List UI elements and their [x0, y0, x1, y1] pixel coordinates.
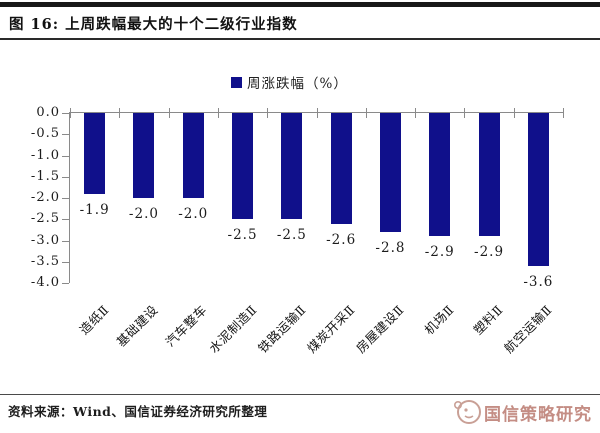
bar: [330, 113, 352, 224]
y-tick-label: -3.0: [30, 232, 60, 248]
bar-value-label: -2.8: [375, 240, 406, 256]
y-tick-label: -4.0: [30, 275, 60, 290]
bar: [84, 113, 106, 194]
category-label: 机场Ⅱ: [421, 302, 457, 338]
y-axis-tick: [62, 155, 69, 157]
y-axis-tick: [62, 176, 69, 178]
x-axis-tick: [70, 108, 71, 118]
category-label: 水泥制造Ⅱ: [205, 302, 260, 356]
category-label: 基础建设: [113, 302, 161, 350]
watermark-logo-icon: [454, 400, 481, 424]
y-tick-label: -3.5: [30, 253, 60, 269]
x-axis-tick: [563, 108, 564, 118]
x-axis-tick: [316, 108, 318, 118]
y-axis-tick: [62, 113, 69, 114]
top-border: [0, 2, 600, 7]
bar-value-label: -2.0: [128, 206, 159, 222]
title-divider: [0, 38, 600, 40]
y-tick-label: -2.5: [30, 211, 60, 227]
bar: [478, 113, 500, 237]
y-tick-label: -2.0: [30, 190, 60, 205]
bar: [232, 113, 254, 220]
bar: [527, 113, 549, 266]
x-axis-tick: [119, 108, 121, 118]
x-axis-tick: [415, 108, 417, 118]
category-label: 造纸Ⅱ: [76, 302, 112, 338]
bar-value-label: -2.5: [276, 227, 307, 244]
bar-value-label: -1.9: [79, 201, 110, 218]
bar: [182, 113, 204, 198]
y-axis-line: [69, 113, 70, 283]
y-tick-label: -1.0: [30, 147, 60, 163]
figure-title: 图 16: 上周跌幅最大的十个二级行业指数: [9, 16, 298, 33]
y-axis-tick: [62, 283, 69, 284]
category-label: 煤炭开采Ⅱ: [304, 302, 358, 356]
x-axis-tick: [267, 108, 269, 118]
y-axis-tick: [62, 134, 69, 136]
y-axis-tick: [62, 198, 69, 199]
source-note: 资料来源：Wind、国信证券经济研究所整理: [8, 404, 268, 419]
x-axis-tick: [217, 108, 219, 118]
x-axis-tick: [513, 108, 515, 118]
category-label: 塑料Ⅱ: [470, 302, 506, 338]
bar-value-label: -2.5: [227, 227, 258, 244]
y-axis-tick: [62, 219, 69, 221]
category-label: 房屋建设Ⅱ: [353, 302, 408, 356]
y-tick-label: -1.5: [30, 168, 60, 184]
bar-value-label: -3.6: [523, 274, 554, 290]
chart-legend: 周涨跌幅（%）: [231, 72, 348, 92]
y-axis-tick: [62, 240, 69, 242]
legend-swatch-icon: [231, 76, 242, 88]
footer-divider: [0, 394, 600, 395]
bar: [429, 113, 451, 237]
bar: [281, 113, 303, 220]
watermark-text: 国信策略研究: [484, 404, 592, 425]
category-label: 铁路运输Ⅱ: [254, 302, 309, 356]
bar: [379, 113, 401, 232]
bar: [133, 113, 155, 198]
y-tick-label: -0.5: [30, 126, 60, 142]
bar-value-label: -2.9: [424, 244, 455, 261]
bar-value-label: -2.0: [178, 206, 209, 222]
y-tick-label: 0.0: [36, 105, 60, 120]
bar-value-label: -2.9: [474, 244, 505, 261]
x-axis-tick: [464, 108, 466, 118]
watermark: 国信策略研究: [450, 397, 592, 427]
bar-value-label: -2.6: [326, 231, 357, 248]
y-axis-tick: [62, 261, 69, 263]
legend-label: 周涨跌幅（%）: [247, 76, 348, 92]
category-label: 航空运输Ⅱ: [501, 302, 556, 356]
x-axis-tick: [168, 108, 170, 118]
x-axis-tick: [365, 108, 367, 118]
